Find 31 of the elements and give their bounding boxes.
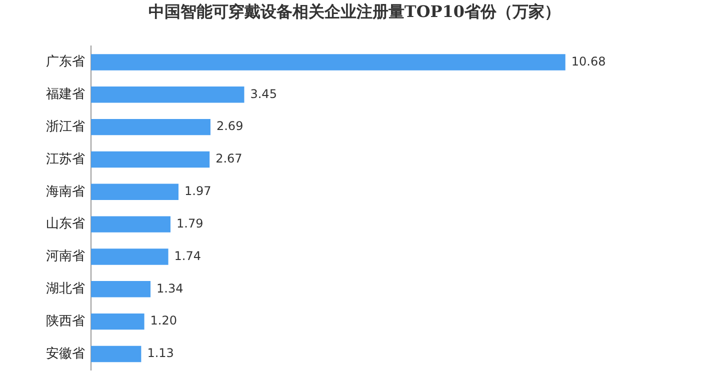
bar [91,151,210,168]
data-label: 1.13 [147,346,174,360]
bar [91,216,171,232]
bar [91,118,210,136]
bar [91,281,151,298]
bar [91,346,142,362]
y-tick-label: 山东省 [46,216,85,232]
data-label: 1.74 [174,248,202,263]
data-label: 1.20 [150,314,178,328]
bar [91,86,244,103]
data-label: 1.79 [176,216,204,230]
data-label: 2.67 [216,152,242,166]
data-label: 2.69 [216,119,244,134]
y-tick-label: 河南省 [46,249,85,264]
y-tick-label: 陕西省 [46,314,85,329]
data-label: 10.68 [571,54,606,68]
chart-title: 中国智能可穿戴设备相关企业注册量TOP10省份（万家） [147,2,562,23]
y-tick-label: 广东省 [46,54,85,70]
y-tick-label: 海南省 [46,184,85,200]
data-label: 1.97 [184,184,212,198]
y-tick-label: 浙江省 [46,119,85,134]
bar [91,313,144,330]
bar [91,184,178,200]
bar [91,248,168,265]
data-label: 3.45 [250,86,277,101]
y-tick-label: 江苏省 [46,152,85,167]
y-tick-label: 福建省 [46,87,85,102]
bar [91,54,566,70]
y-tick-label: 安徽省 [46,345,85,362]
y-tick-label: 湖北省 [46,282,85,297]
data-label: 1.34 [156,281,184,296]
